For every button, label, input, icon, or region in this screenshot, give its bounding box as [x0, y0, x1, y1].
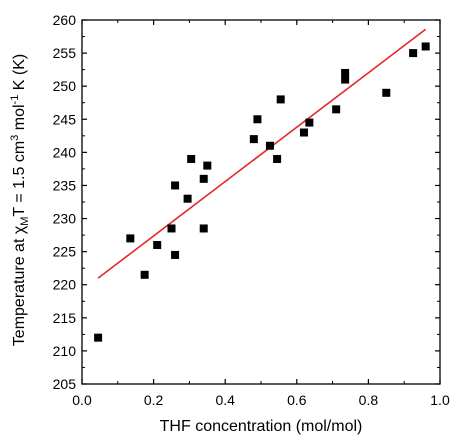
- y-axis-ticks: 205 210 215 220 225 230 235 240 245 250 255 260: [53, 12, 440, 392]
- y-axis-label-part: K (K): [11, 54, 28, 95]
- data-point: [253, 115, 262, 124]
- data-point: [409, 49, 418, 58]
- y-axis-label-part: -1: [9, 95, 21, 105]
- data-point: [153, 241, 162, 250]
- data-point: [421, 42, 430, 51]
- data-point: [249, 135, 258, 144]
- y-tick-label: 255: [53, 45, 77, 61]
- data-point: [273, 154, 282, 163]
- y-tick-label: 250: [53, 78, 77, 94]
- data-point: [332, 105, 341, 114]
- y-axis-label-part: M: [19, 217, 31, 226]
- y-tick-label: 245: [53, 111, 77, 127]
- x-tick-label: 1.0: [430, 392, 450, 408]
- data-point: [199, 174, 208, 183]
- data-point: [126, 234, 135, 243]
- linear-fit-line: [97, 28, 427, 279]
- data-point: [382, 88, 391, 97]
- data-points: [94, 42, 430, 342]
- y-axis-label-part: Temperature at: [11, 234, 28, 346]
- x-tick-label: 0.0: [72, 392, 92, 408]
- data-point: [305, 118, 314, 127]
- y-axis-label-part: χ: [11, 225, 28, 234]
- y-tick-label: 235: [53, 177, 77, 193]
- y-tick-label: 230: [53, 211, 77, 227]
- y-axis-label: Temperature at χMT = 1.5 cm3 mol-1 K (K): [9, 54, 31, 346]
- y-tick-label: 240: [53, 144, 77, 160]
- plot-border: [81, 19, 441, 385]
- x-axis-label: THF concentration (mol/mol): [160, 418, 363, 435]
- y-tick-label: 205: [53, 376, 77, 392]
- data-point: [203, 161, 212, 170]
- y-tick-label: 260: [53, 12, 77, 28]
- data-point: [140, 270, 149, 279]
- data-point: [167, 224, 176, 233]
- data-point: [183, 194, 192, 203]
- y-tick-label: 215: [53, 310, 77, 326]
- data-point: [171, 181, 180, 190]
- x-tick-label: 0.8: [359, 392, 379, 408]
- y-tick-label: 225: [53, 244, 77, 260]
- y-tick-label: 210: [53, 343, 77, 359]
- x-tick-label: 0.2: [144, 392, 164, 408]
- y-axis-label-part: 3: [9, 135, 21, 141]
- data-point: [187, 154, 196, 163]
- data-point: [199, 224, 208, 233]
- y-axis-label-part: mol: [11, 104, 28, 134]
- x-axis-ticks: 0.0 0.2 0.4 0.6 0.8 1.0: [72, 20, 450, 408]
- fit-line-group: [97, 28, 427, 279]
- data-point: [94, 333, 103, 342]
- data-point: [265, 141, 274, 150]
- data-point: [276, 95, 285, 104]
- data-point: [341, 68, 350, 77]
- data-point: [341, 75, 350, 84]
- x-tick-label: 0.6: [287, 392, 307, 408]
- x-tick-label: 0.4: [215, 392, 235, 408]
- y-axis-label-part: T = 1.5 cm: [11, 141, 28, 217]
- y-tick-label: 220: [53, 277, 77, 293]
- data-point: [171, 250, 180, 259]
- plot-frame: [81, 19, 441, 385]
- data-point: [299, 128, 308, 137]
